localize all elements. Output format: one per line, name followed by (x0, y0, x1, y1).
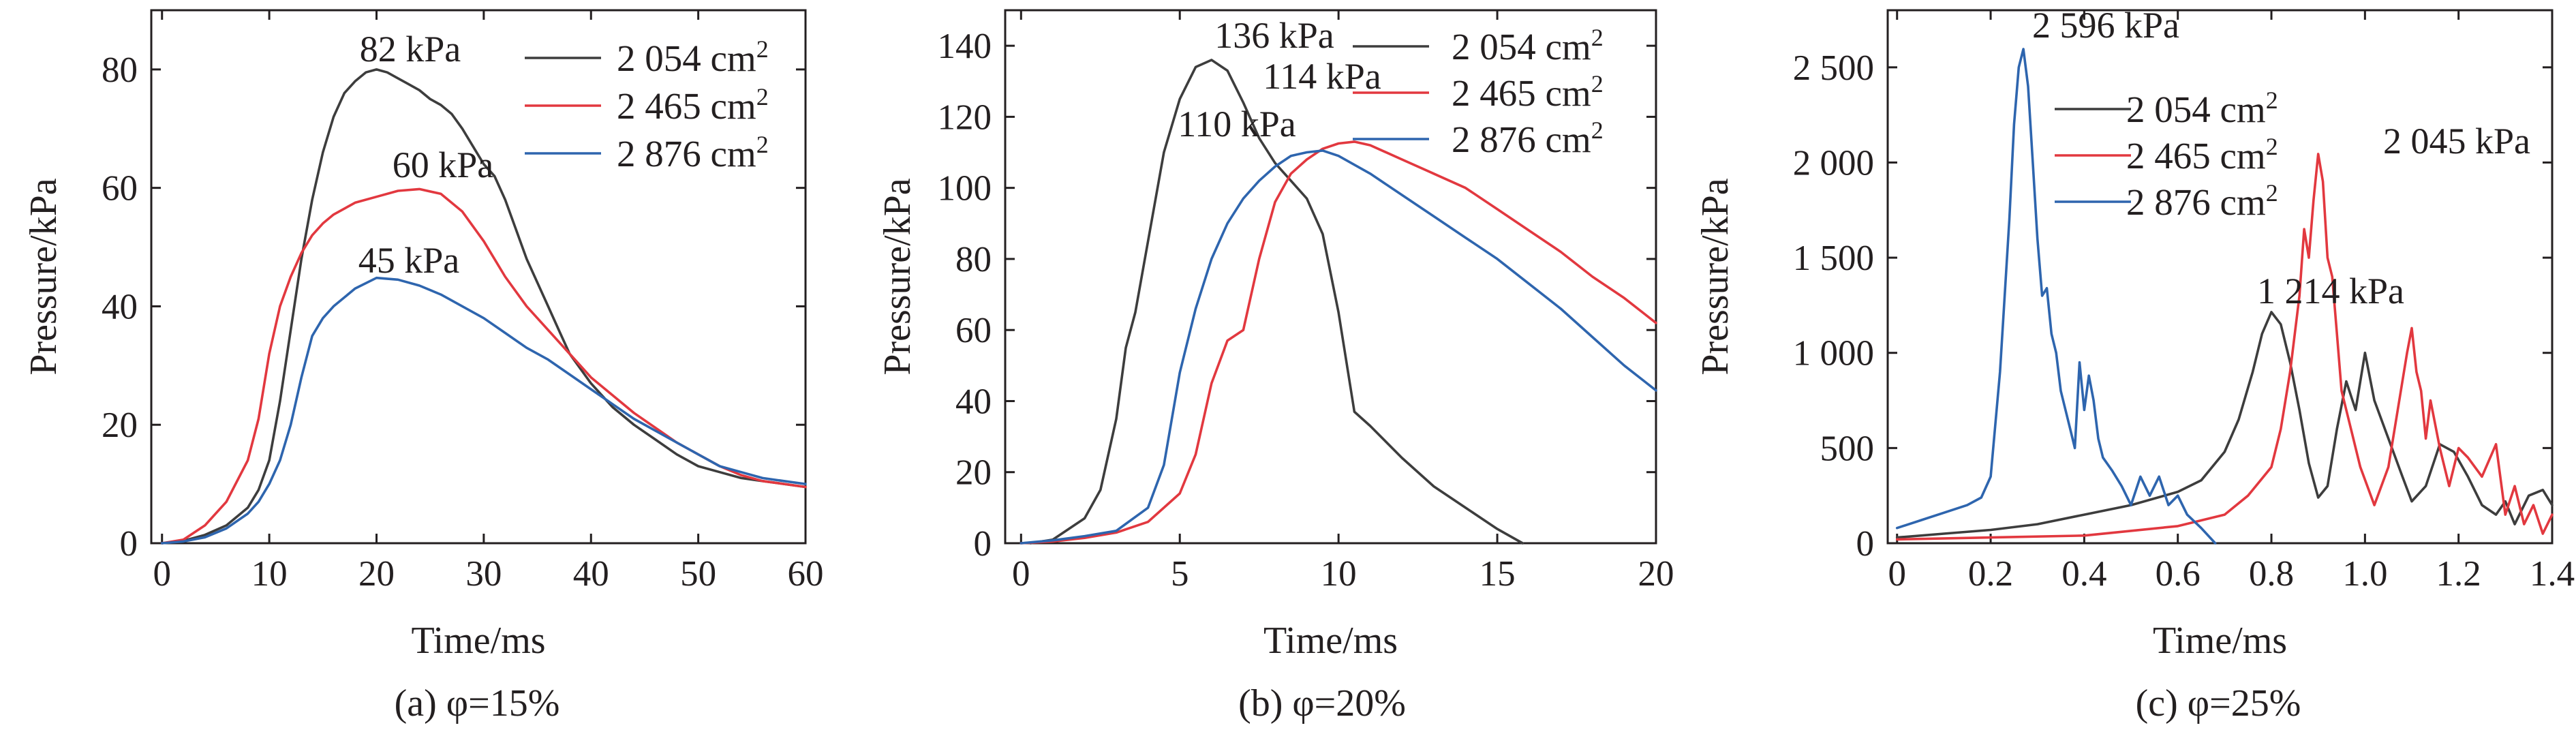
panel-caption: (c) φ=25% (2136, 682, 2301, 725)
x-axis-title: Time/ms (1263, 620, 1398, 662)
y-tick-label: 40 (102, 287, 138, 326)
x-tick-label: 5 (1171, 554, 1189, 594)
y-tick-label: 1 000 (1793, 334, 1874, 374)
x-tick-label: 15 (1479, 554, 1516, 594)
y-tick-label: 0 (1856, 524, 1875, 564)
legend-entry: 2 876 cm2 (2126, 179, 2278, 223)
y-tick-label: 0 (120, 524, 138, 564)
y-tick-label: 140 (938, 27, 992, 66)
x-tick-label: 1.0 (2342, 554, 2387, 594)
peak-annotation: 60 kPa (393, 144, 494, 185)
y-tick-label: 500 (1820, 429, 1875, 468)
x-tick-label: 0 (1012, 554, 1030, 594)
y-axis-title: Pressure/kPa (876, 178, 919, 375)
peak-annotation: 82 kPa (360, 29, 461, 70)
legend-entry: 2 876 cm2 (1452, 117, 1604, 160)
peak-annotation: 2 045 kPa (2383, 121, 2530, 162)
y-tick-label: 120 (938, 97, 992, 137)
series-line-3 (1019, 149, 1657, 545)
y-tick-label: 40 (955, 382, 992, 421)
x-tick-label: 20 (358, 554, 395, 594)
x-tick-label: 0 (1888, 554, 1906, 594)
plot-frame (1004, 9, 1657, 545)
x-tick-label: 0 (153, 554, 171, 594)
y-tick-label: 60 (102, 169, 138, 209)
series-line-1 (160, 68, 807, 545)
series-line-3 (160, 276, 807, 545)
plot-frame (1886, 9, 2554, 545)
peak-annotation: 1 214 kPa (2257, 271, 2404, 311)
x-tick-label: 0.8 (2249, 554, 2294, 594)
x-tick-label: 1.2 (2436, 554, 2481, 594)
series-line-1 (1029, 59, 1524, 545)
legend-entry: 2 465 cm2 (1452, 70, 1604, 114)
x-axis-title: Time/ms (2153, 620, 2287, 662)
series-line-1 (1895, 311, 2554, 539)
x-tick-label: 30 (465, 554, 502, 594)
y-tick-label: 2 000 (1793, 143, 1874, 183)
legend-entry: 2 054 cm2 (2126, 87, 2278, 130)
peak-annotation: 136 kPa (1214, 15, 1334, 56)
y-axis-title: Pressure/kPa (22, 178, 65, 375)
x-tick-label: 1.4 (2530, 554, 2575, 594)
y-tick-label: 2 500 (1793, 48, 1874, 88)
series-line-2 (1895, 153, 2554, 541)
peak-annotation: 114 kPa (1263, 56, 1381, 97)
peak-annotation: 2 596 kPa (2032, 5, 2179, 46)
y-tick-label: 80 (955, 240, 992, 279)
y-tick-label: 1 500 (1793, 239, 1874, 278)
chart-panel-2: 0 5 10 15 20 0 20 40 60 80 100 120 140 Time/ms Pressur… (876, 9, 1674, 725)
chart-panel-3: 0 0.2 0.4 0.6 0.8 1.0 1.2 1.4 0 500 1 000 1 500 2 00… (1694, 5, 2575, 725)
chart-panel-1: 0 10 20 30 40 50 60 0 20 40 60 80 Time/ms Pressure/kP… (22, 9, 824, 725)
legend-entry: 2 054 cm2 (617, 35, 769, 79)
x-tick-label: 50 (680, 554, 716, 594)
panel-caption: (a) φ=15% (395, 682, 560, 725)
y-tick-label: 20 (955, 453, 992, 493)
x-tick-label: 10 (1321, 554, 1357, 594)
y-tick-label: 0 (974, 524, 992, 564)
y-tick-label: 60 (955, 311, 992, 350)
x-tick-label: 10 (251, 554, 288, 594)
y-tick-label: 80 (102, 50, 138, 90)
series-line-3 (1895, 48, 2217, 545)
legend-entry: 2 465 cm2 (617, 83, 769, 127)
x-tick-label: 0.2 (1968, 554, 2013, 594)
peak-annotation: 45 kPa (358, 240, 460, 281)
y-axis-title: Pressure/kPa (1694, 178, 1736, 375)
x-tick-label: 0.6 (2156, 554, 2201, 594)
x-tick-label: 20 (1638, 554, 1674, 594)
series-line-2 (1019, 140, 1657, 545)
legend-entry: 2 876 cm2 (617, 131, 769, 174)
legend-entry: 2 054 cm2 (1452, 24, 1604, 67)
x-tick-label: 60 (788, 554, 824, 594)
x-axis-title: Time/ms (411, 620, 545, 662)
y-tick-label: 100 (938, 169, 992, 209)
y-tick-label: 20 (102, 406, 138, 445)
x-tick-label: 40 (573, 554, 609, 594)
x-tick-label: 0.4 (2061, 554, 2106, 594)
peak-annotation: 110 kPa (1178, 104, 1296, 144)
legend-entry: 2 465 cm2 (2126, 133, 2278, 177)
plot-frame (150, 9, 807, 545)
panel-caption: (b) φ=20% (1238, 682, 1406, 725)
